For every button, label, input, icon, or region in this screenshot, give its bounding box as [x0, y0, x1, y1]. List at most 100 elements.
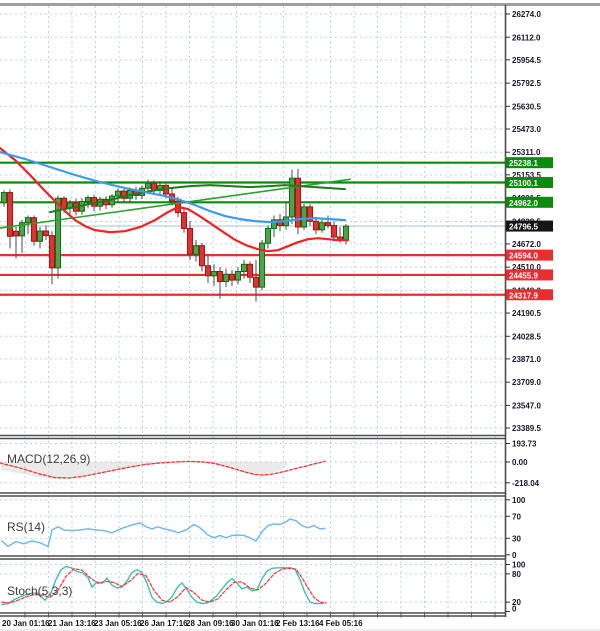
candle-body — [265, 227, 271, 244]
candle — [331, 221, 337, 242]
candle-body — [1, 192, 7, 204]
candle — [229, 270, 235, 286]
stoch-d-line — [1, 567, 327, 604]
x-axis-label: 28 Jan 09:16 — [186, 619, 234, 628]
trendline-green — [0, 178, 351, 229]
resistance-price-box — [506, 157, 553, 169]
stoch-tick-label: 20 — [512, 598, 521, 607]
candle-body — [229, 273, 235, 281]
candle-body — [43, 230, 49, 237]
ma-green-line — [49, 184, 346, 214]
x-axis-label: 30 Jan 01:16 — [231, 619, 279, 628]
candle-body — [289, 177, 295, 218]
current-price-label: 24796.5 — [509, 223, 538, 232]
candle — [313, 216, 319, 235]
price-tick-label: 23709.0 — [512, 378, 541, 387]
price-tick-label: 25630.5 — [512, 102, 541, 111]
candle-body — [55, 197, 61, 269]
support-price-box — [506, 249, 553, 261]
support-price-label: 24455.9 — [509, 271, 538, 280]
support-price-box — [506, 289, 553, 301]
rsi-tick-label: 70 — [512, 512, 521, 521]
price-tick-label: 25792.5 — [512, 79, 541, 88]
stoch-tick-label: 0 — [512, 605, 517, 614]
price-axis: 26274.0 26112.0 25954.5 25792.5 25630.5 25473… — [505, 10, 553, 614]
candle — [205, 255, 211, 283]
macd-tick-label: -218.04 — [512, 479, 540, 488]
candle — [247, 261, 253, 283]
candle-body — [247, 263, 253, 278]
macd-signal-line — [0, 460, 326, 479]
candle-body — [85, 197, 91, 202]
candle-body — [121, 190, 127, 199]
price-tick-label: 26274.0 — [512, 10, 541, 19]
x-axis-label: 26 Jan 17:16 — [140, 619, 188, 628]
candle-body — [241, 263, 247, 272]
candle-body — [187, 227, 193, 255]
candle-body — [223, 273, 229, 283]
x-axis-label: 23 Jan 05:16 — [94, 619, 142, 628]
candle-body — [343, 225, 349, 241]
candle — [115, 188, 121, 203]
candle — [217, 267, 223, 299]
candle — [223, 268, 229, 288]
candle — [187, 221, 193, 261]
price-tick-label: 23547.0 — [512, 401, 541, 410]
candle — [1, 190, 7, 207]
candle — [193, 239, 199, 262]
resistance-price-label: 25238.1 — [509, 159, 538, 168]
candle — [181, 208, 187, 233]
candle-body — [13, 230, 19, 237]
price-tick-label: 26112.0 — [512, 33, 541, 42]
candle-body — [115, 190, 121, 197]
x-axis-label: 20 Jan 01:16 — [2, 619, 50, 628]
candle-body — [19, 222, 25, 237]
x-axis-label: 21 Jan 13:16 — [48, 619, 96, 628]
macd-tick-label: 193.73 — [512, 440, 537, 449]
support-price-label: 24594.0 — [509, 252, 538, 261]
candle — [235, 267, 241, 285]
candle — [289, 169, 295, 225]
candle-body — [211, 270, 217, 277]
candle-body — [259, 242, 265, 288]
resistance-price-label: 25100.1 — [509, 179, 538, 188]
top-border — [0, 3, 600, 6]
candle-body — [295, 177, 301, 228]
resistance-price-box — [506, 176, 553, 188]
candle-body — [313, 220, 319, 231]
stoch-tick-label: 80 — [512, 570, 521, 579]
candle — [271, 215, 277, 238]
ma-red-line — [0, 147, 350, 253]
candle — [49, 231, 55, 285]
candle-body — [31, 217, 37, 242]
candle — [295, 168, 301, 235]
candle-body — [307, 206, 313, 222]
candle — [211, 264, 217, 286]
candle — [13, 226, 19, 259]
candle-body — [193, 245, 199, 255]
resistance-price-label: 24962.0 — [509, 199, 538, 208]
price-tick-label: 25954.5 — [512, 56, 541, 65]
rsi-line — [1, 518, 326, 548]
stoch-tick-label: 100 — [512, 561, 526, 570]
candle-body — [205, 265, 211, 277]
price-tick-label: 25311.0 — [512, 148, 541, 157]
candle-body — [253, 276, 259, 288]
candle — [241, 260, 247, 279]
candle — [307, 204, 313, 226]
candle-body — [217, 270, 223, 283]
candle — [319, 218, 325, 233]
candle-body — [145, 182, 151, 189]
price-tick-label: 25473.0 — [512, 125, 541, 134]
candle-body — [7, 192, 13, 237]
bottom-strip — [0, 629, 600, 631]
candle-body — [301, 206, 307, 228]
macd-tick-label: 0.00 — [512, 458, 528, 467]
candle-body — [181, 212, 187, 229]
candle — [31, 215, 37, 246]
rsi-panel — [1, 518, 326, 548]
price-tick-label: 24672.0 — [512, 240, 541, 249]
